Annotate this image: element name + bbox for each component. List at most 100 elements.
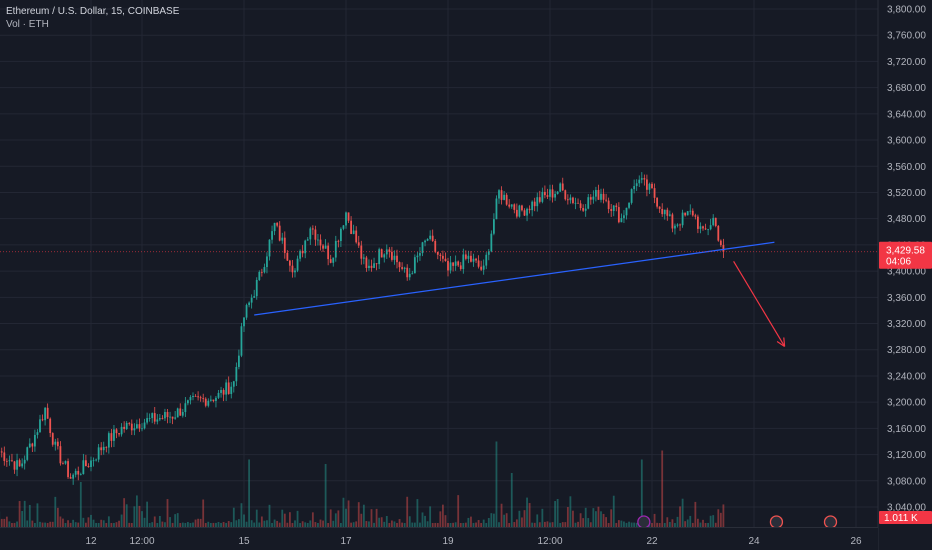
volume-bar: [482, 519, 485, 527]
candle-body: [100, 447, 103, 451]
volume-bar: [199, 518, 202, 527]
candle-body: [638, 179, 641, 184]
volume-bar: [250, 520, 253, 527]
candle-body: [311, 228, 314, 230]
trendline[interactable]: [254, 241, 775, 316]
event-marker-icon[interactable]: [637, 515, 651, 529]
candle-body: [41, 419, 44, 421]
volume-bar: [592, 508, 595, 527]
volume-bar: [472, 522, 475, 527]
price-axis-label: 3,560.00: [887, 162, 926, 173]
volume-bar: [426, 521, 429, 527]
volume-bar: [452, 522, 454, 527]
volume-bar: [485, 522, 488, 527]
candle-body: [329, 259, 332, 263]
candle-body: [674, 225, 676, 229]
candle-body: [671, 214, 674, 229]
volume-bar: [434, 522, 437, 527]
volume-bar: [324, 464, 327, 527]
candle-body: [209, 399, 212, 401]
volume-bar: [635, 522, 638, 527]
volume-bar: [299, 522, 301, 527]
candle-body: [141, 428, 143, 430]
candle-body: [538, 197, 541, 202]
volume-bar: [141, 511, 143, 527]
symbol-title[interactable]: Ethereum / U.S. Dollar, 15, COINBASE: [6, 6, 180, 17]
candle-body: [164, 412, 166, 419]
candle-body: [120, 426, 123, 435]
volume-value: 1.011 K: [884, 513, 918, 524]
volume-bar: [628, 521, 630, 527]
candle-body: [676, 224, 679, 226]
volume-bar: [77, 522, 80, 527]
candle-body: [179, 408, 182, 416]
last-price-badge[interactable]: [879, 241, 932, 269]
volume-bar: [671, 519, 674, 527]
event-marker-icon[interactable]: [769, 515, 784, 529]
candle-body: [90, 460, 92, 468]
candle-body: [584, 208, 587, 211]
bar-countdown: 04:06: [886, 257, 911, 268]
candle-body: [49, 418, 52, 434]
volume-bar: [523, 510, 526, 527]
candle-body: [572, 197, 574, 204]
candle-body: [153, 413, 156, 422]
candle-body: [526, 208, 528, 216]
volume-bar: [411, 522, 414, 527]
candle-body: [623, 215, 625, 219]
volume-bar: [493, 513, 495, 527]
event-marker-icon[interactable]: [823, 515, 838, 529]
volume-value-badge[interactable]: [879, 511, 932, 524]
volume-bar: [505, 513, 508, 527]
price-axis-label: 3,760.00: [887, 31, 926, 42]
volume-indicator-label[interactable]: Vol · ETH: [6, 19, 49, 30]
volume-bar: [46, 522, 49, 527]
volume-bar: [227, 521, 230, 527]
candle-body: [577, 202, 579, 204]
candle-body: [475, 258, 477, 261]
volume-bar: [600, 511, 602, 527]
candle-body: [541, 191, 544, 202]
candle-body: [498, 190, 500, 199]
volume-bar: [658, 522, 661, 527]
candle-body: [21, 463, 24, 467]
volume-bar: [243, 514, 245, 527]
volume-bar: [74, 522, 77, 527]
volume-bar: [487, 517, 490, 527]
forecast-arrow[interactable]: [733, 260, 786, 347]
candle-body: [286, 252, 289, 261]
candle-body: [505, 194, 508, 205]
volume-bar: [661, 450, 664, 527]
candle-body: [467, 255, 470, 259]
candle-body: [176, 408, 179, 418]
volume-bar: [393, 521, 396, 527]
volume-bar: [278, 522, 281, 527]
candle-body: [309, 228, 312, 240]
volume-bar: [709, 515, 712, 527]
candle-body: [105, 446, 108, 448]
candle-body: [95, 459, 97, 461]
volume-bar: [266, 520, 268, 527]
candle-body: [482, 265, 485, 270]
candle-body: [383, 254, 386, 258]
volume-bar: [138, 505, 141, 527]
candle-body: [464, 254, 467, 259]
volume-bar: [271, 522, 273, 527]
volume-bar: [617, 520, 620, 527]
candle-body: [378, 249, 381, 265]
volume-bar: [317, 522, 319, 527]
volume-bar: [59, 516, 62, 527]
candle-body: [666, 209, 669, 216]
candle-body: [296, 258, 299, 271]
volume-bar: [564, 522, 567, 527]
volume-bar: [490, 513, 493, 527]
candle-body: [393, 255, 396, 260]
candle-body: [225, 382, 228, 395]
candle-body: [564, 190, 567, 200]
candle-body: [115, 429, 118, 434]
candle-body: [686, 211, 689, 216]
candle-body: [694, 215, 697, 217]
volume-bar: [546, 521, 549, 527]
candle-body: [620, 218, 623, 223]
